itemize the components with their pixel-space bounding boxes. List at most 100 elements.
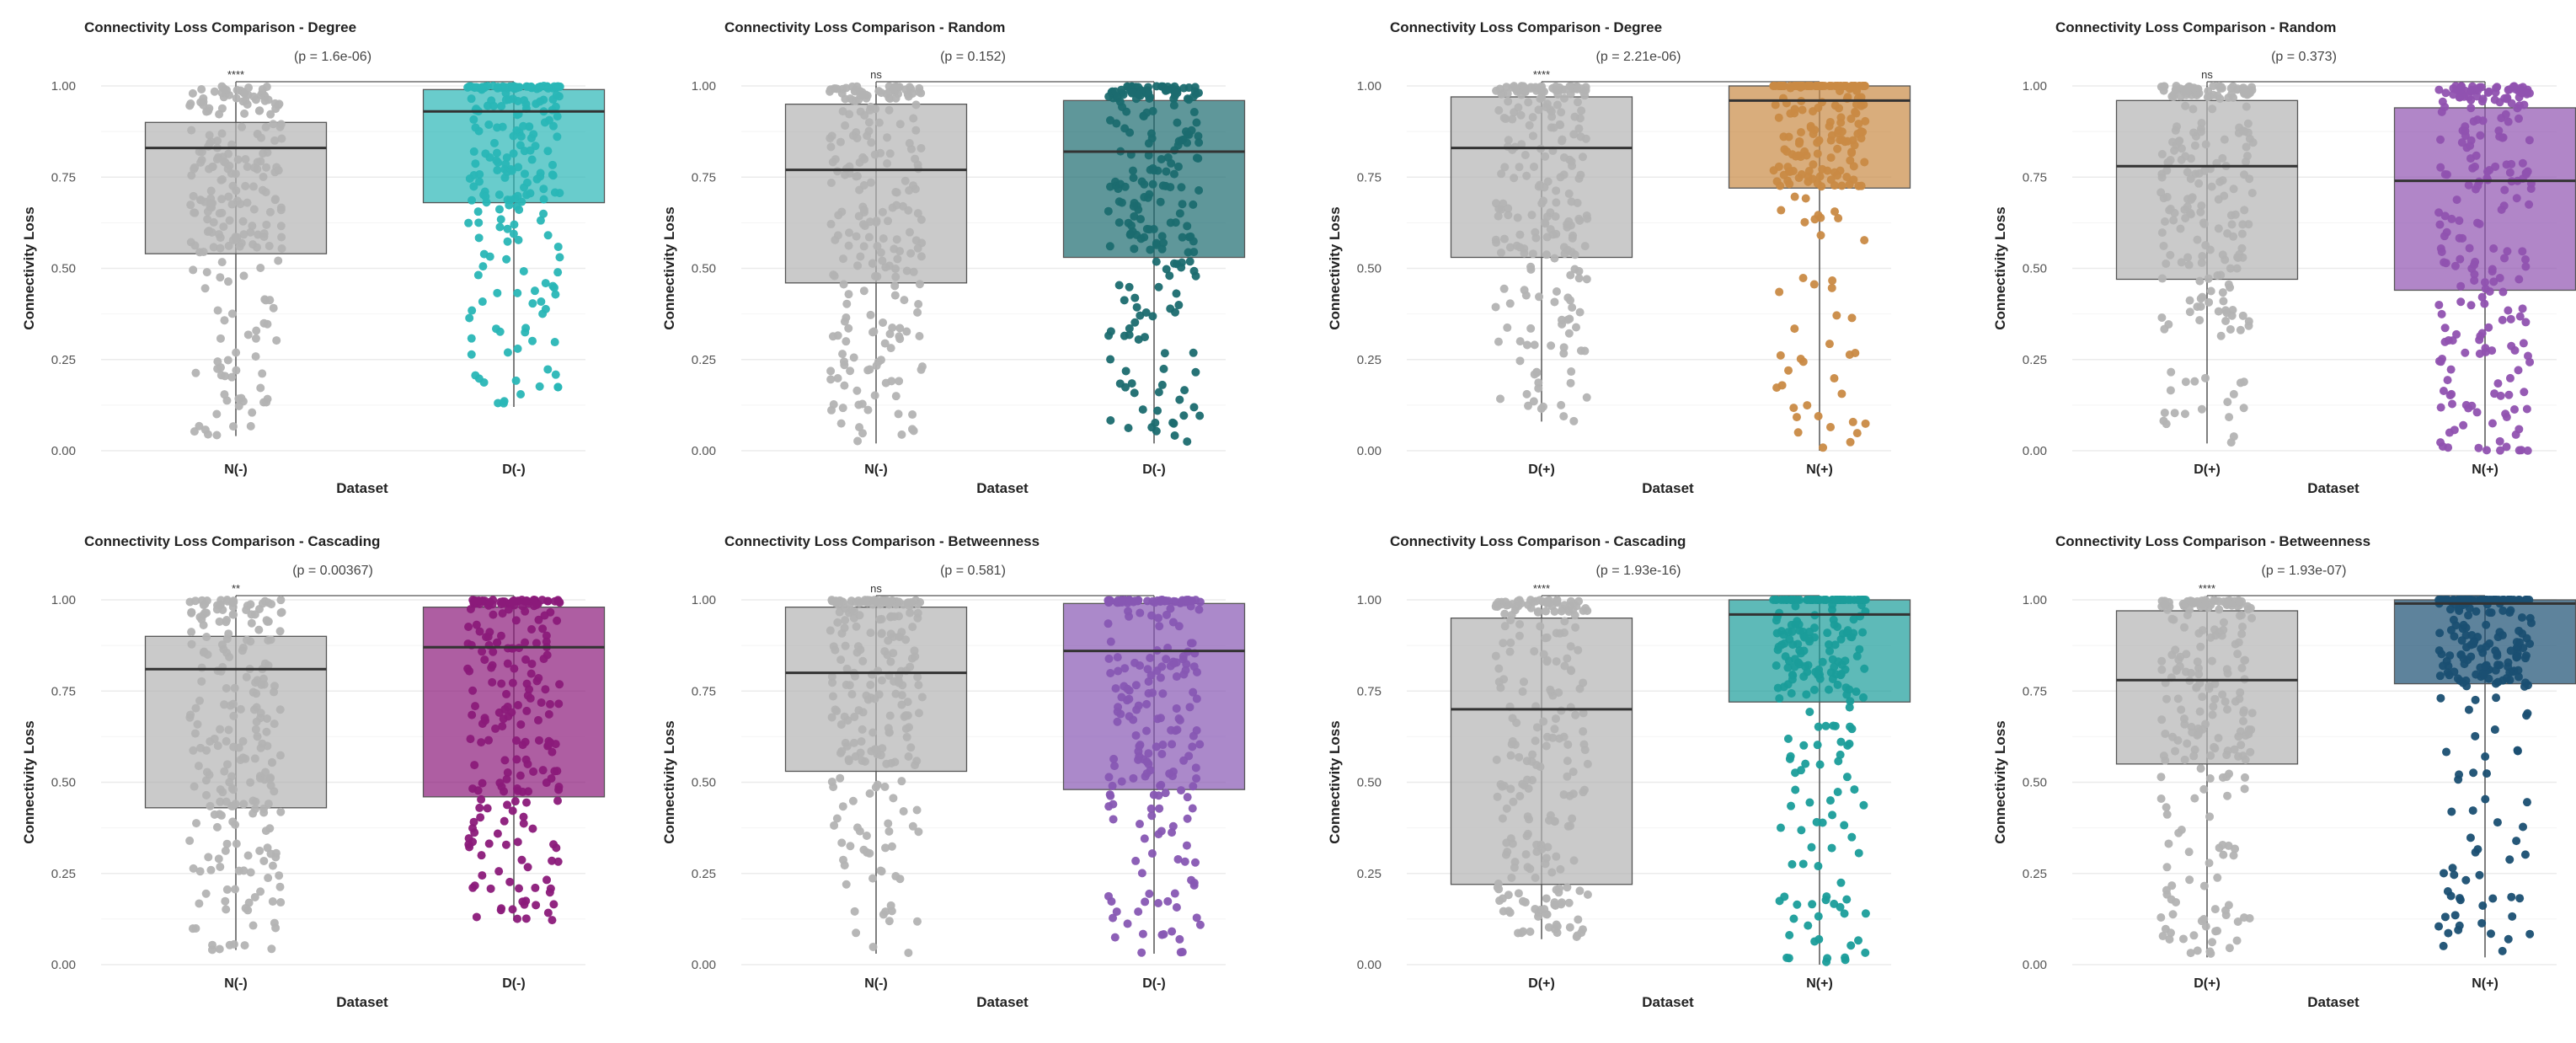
data-point <box>195 612 205 622</box>
data-point <box>212 155 222 164</box>
data-point <box>239 230 249 239</box>
data-point <box>849 738 858 747</box>
chart-panel-7: Connectivity Loss Comparison - Cascading… <box>1327 533 1911 1010</box>
group-2: N(+) <box>2393 82 2576 477</box>
data-point <box>2208 710 2217 719</box>
data-point <box>1802 596 1811 604</box>
data-point <box>1154 830 1163 839</box>
data-point <box>1194 605 1204 614</box>
data-point <box>902 266 911 275</box>
data-point <box>1845 703 1854 712</box>
data-point <box>514 235 523 244</box>
data-point <box>891 272 901 281</box>
data-point <box>2522 88 2531 97</box>
data-point <box>2491 666 2500 675</box>
chart-panel-6: Connectivity Loss Comparison - Betweenne… <box>661 533 1246 1010</box>
data-point <box>895 377 904 386</box>
data-point <box>2448 336 2457 345</box>
y-tick-label: 1.00 <box>1357 79 1382 94</box>
data-point <box>892 235 901 244</box>
data-point <box>2226 324 2235 334</box>
data-point <box>2493 677 2503 687</box>
data-point <box>266 781 275 790</box>
data-point <box>1552 198 1561 207</box>
data-point <box>239 800 249 809</box>
data-point <box>1841 953 1850 962</box>
data-point <box>1542 741 1551 751</box>
data-point <box>214 854 223 864</box>
data-point <box>553 616 562 625</box>
data-point <box>1822 957 1831 966</box>
data-point <box>840 623 849 633</box>
data-point <box>2231 639 2240 649</box>
data-point <box>2162 192 2172 201</box>
data-point <box>846 842 855 851</box>
y-tick-label: 0.50 <box>2023 262 2047 276</box>
data-point <box>1182 841 1191 850</box>
data-point <box>1790 324 1799 334</box>
data-point <box>2477 329 2487 338</box>
y-axis-label: Connectivity Loss <box>661 206 677 329</box>
data-point <box>1142 726 1152 735</box>
data-point <box>1575 114 1585 123</box>
data-point <box>1114 281 1124 290</box>
data-point <box>859 181 868 190</box>
data-point <box>259 808 269 817</box>
data-point <box>2177 705 2186 714</box>
data-point <box>1504 204 1513 213</box>
data-point <box>836 655 846 665</box>
chart-title: Connectivity Loss Comparison - Random <box>2055 19 2336 35</box>
data-point <box>891 94 901 103</box>
data-point <box>1540 87 1549 96</box>
data-point <box>1506 638 1515 647</box>
data-point <box>2477 292 2487 302</box>
data-point <box>2213 91 2222 100</box>
data-point <box>1836 750 1845 759</box>
data-point <box>2440 258 2449 267</box>
data-point <box>2464 404 2473 413</box>
data-point <box>2204 274 2213 283</box>
data-point <box>900 296 909 305</box>
data-point <box>842 337 851 346</box>
data-point <box>2247 725 2256 735</box>
data-point <box>2185 875 2194 885</box>
data-point <box>2442 227 2451 237</box>
data-point <box>508 678 517 687</box>
data-point <box>2176 224 2185 233</box>
data-point <box>1830 899 1839 908</box>
data-point <box>243 851 253 860</box>
data-point <box>277 233 286 242</box>
data-point <box>1491 302 1500 312</box>
data-point <box>2518 304 2527 313</box>
data-point <box>1508 839 1517 848</box>
data-point <box>521 755 531 764</box>
data-point <box>1134 90 1143 99</box>
data-point <box>270 195 280 205</box>
data-point <box>1548 733 1558 742</box>
data-point <box>1536 622 1545 631</box>
data-point <box>2222 751 2231 760</box>
y-tick-label: 1.00 <box>51 593 76 607</box>
data-point <box>1563 772 1572 781</box>
data-point <box>1189 403 1199 412</box>
data-point <box>2466 301 2476 310</box>
data-point <box>1566 378 1575 388</box>
data-point <box>2174 828 2183 837</box>
data-point <box>1771 100 1780 110</box>
data-point <box>1154 898 1163 907</box>
data-point <box>844 290 853 299</box>
data-point <box>1152 240 1161 249</box>
data-point <box>1499 639 1508 648</box>
data-point <box>1131 681 1141 690</box>
data-point <box>2482 769 2492 778</box>
data-point <box>1526 927 1535 936</box>
data-point <box>236 755 245 764</box>
data-point <box>235 242 244 251</box>
data-point <box>1502 83 1511 92</box>
data-point <box>2179 623 2189 632</box>
data-point <box>1529 162 1538 171</box>
group-2: N(+) <box>1728 82 1911 477</box>
data-point <box>1507 610 1516 619</box>
box <box>422 88 606 204</box>
